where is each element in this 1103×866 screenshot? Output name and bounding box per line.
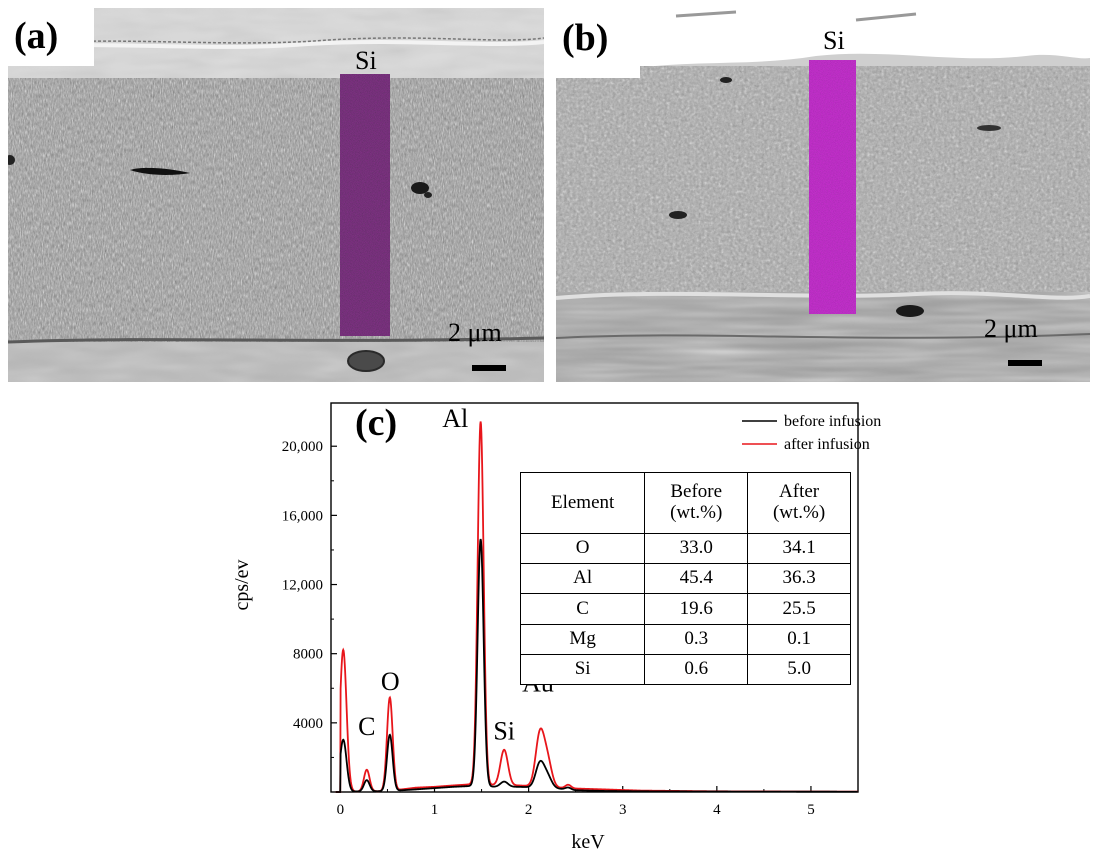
table-header-after: After (wt.%) <box>747 472 851 534</box>
table-cell-after: 25.5 <box>747 593 851 625</box>
x-axis-title: keV <box>571 831 605 853</box>
x-tick-label: 3 <box>619 802 627 818</box>
table-cell-before: 33.0 <box>644 532 749 565</box>
si-map-label-a: Si <box>355 46 377 75</box>
y-tick-label: 4000 <box>293 716 323 732</box>
composition-table: Element Before (wt.%) After (wt.%) O 33.0 … <box>519 472 851 686</box>
peak-label: O <box>381 667 400 696</box>
table-row: Si 0.6 5.0 <box>519 653 851 686</box>
sem-image-b <box>556 8 1090 382</box>
table-cell-element: Al <box>519 563 646 595</box>
series-line-before <box>335 538 858 793</box>
table-cell-element: Mg <box>519 623 646 655</box>
peak-label: Al <box>442 404 468 433</box>
legend-label-before: before infusion <box>784 413 881 430</box>
table-header-element: Element <box>519 472 646 534</box>
x-tick-label: 4 <box>713 802 721 818</box>
legend: before infusion after infusion <box>742 413 881 453</box>
scale-bar-label-a: 2 μm <box>448 318 502 347</box>
y-tick-label: 12,000 <box>282 578 323 594</box>
table-cell-element: Si <box>519 653 646 686</box>
panel-label-a: (a) <box>14 15 59 57</box>
table-cell-before: 45.4 <box>644 563 749 595</box>
y-axis-title: cps/ev <box>231 559 253 610</box>
table-cell-before: 0.3 <box>644 623 749 655</box>
table-row: Al 45.4 36.3 <box>519 563 851 595</box>
table-row: O 33.0 34.1 <box>519 532 851 565</box>
table-cell-element: O <box>519 532 646 565</box>
scale-bar-b <box>1008 360 1042 366</box>
x-tick-label: 5 <box>807 802 815 818</box>
table-cell-after: 34.1 <box>747 532 851 565</box>
legend-label-after: after infusion <box>784 436 870 453</box>
table-row: C 19.6 25.5 <box>519 593 851 625</box>
table-cell-element: C <box>519 593 646 625</box>
si-map-label-b: Si <box>823 26 845 55</box>
panel-label-c: (c) <box>355 402 397 444</box>
y-tick-label: 20,000 <box>282 439 323 455</box>
sem-image-a <box>8 8 544 382</box>
table-cell-after: 0.1 <box>747 623 851 655</box>
x-tick-label: 1 <box>431 802 439 818</box>
table-row: Mg 0.3 0.1 <box>519 623 851 655</box>
y-tick-label: 16,000 <box>282 508 323 524</box>
panel-label-b: (b) <box>562 17 609 59</box>
scale-bar-a <box>472 365 506 371</box>
y-tick-label: 8000 <box>293 647 323 663</box>
table-cell-after: 36.3 <box>747 563 851 595</box>
x-tick-label: 2 <box>525 802 533 818</box>
table-cell-before: 0.6 <box>644 653 749 686</box>
x-tick-label: 0 <box>337 802 345 818</box>
sem-image-panel-a: (a) Si 2 μm <box>8 8 544 382</box>
plot-frame <box>330 402 859 793</box>
peak-label: Si <box>493 716 515 745</box>
table-cell-before: 19.6 <box>644 593 749 625</box>
sem-image-panel-b: (b) Si 2 μm <box>556 8 1090 382</box>
table-cell-after: 5.0 <box>747 653 851 686</box>
table-header-before: Before (wt.%) <box>644 472 749 534</box>
peak-label: C <box>358 712 375 741</box>
scale-bar-label-b: 2 μm <box>984 314 1038 343</box>
